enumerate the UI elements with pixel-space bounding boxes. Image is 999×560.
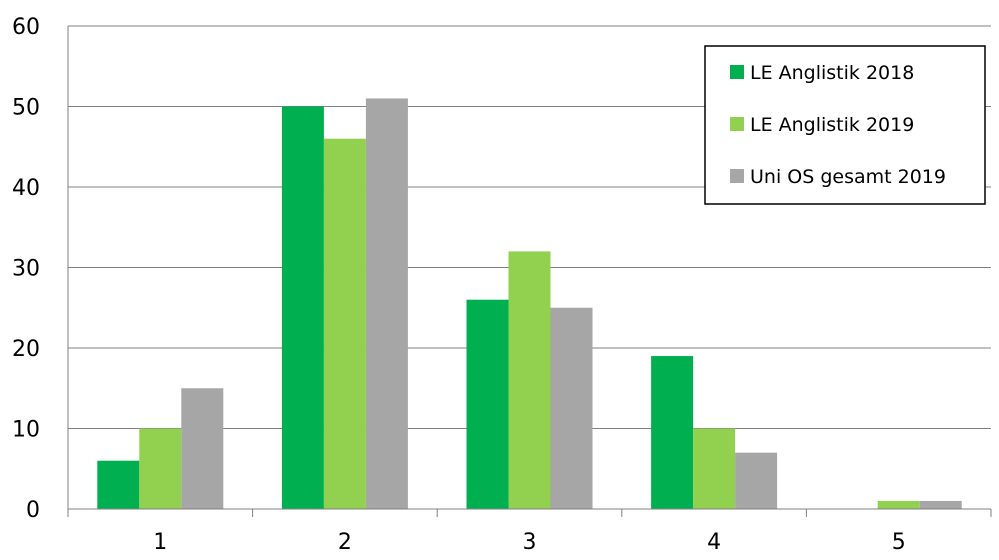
bar [550, 307, 593, 509]
x-tick-label: 1 [153, 530, 167, 555]
bar [919, 500, 962, 509]
y-tick-label: 50 [12, 96, 40, 121]
bar [139, 428, 182, 509]
bar [97, 460, 140, 509]
legend-label: Uni OS gesamt 2019 [750, 166, 946, 188]
y-tick-label: 0 [26, 498, 40, 523]
x-tick-label: 3 [523, 530, 537, 555]
legend-items: LE Anglistik 2018 LE Anglistik 2019 Uni OS… [730, 62, 946, 188]
y-tick-label: 30 [12, 257, 40, 282]
y-tick-label: 40 [12, 176, 40, 201]
legend-swatch [730, 65, 744, 79]
y-tick-label: 60 [12, 15, 40, 40]
legend-label: LE Anglistik 2019 [750, 114, 914, 136]
y-tick-label: 10 [12, 418, 40, 443]
x-tick-label: 2 [338, 530, 352, 555]
bar [693, 428, 736, 509]
legend-box [704, 45, 986, 205]
x-tick-label: 5 [892, 530, 906, 555]
bar [466, 299, 509, 509]
y-axis: 0 10 20 30 40 50 60 [12, 15, 69, 523]
legend-swatch [730, 169, 744, 183]
bar [323, 138, 366, 509]
bar [181, 388, 224, 509]
legend: LE Anglistik 2018 LE Anglistik 2019 Uni OS… [704, 45, 986, 205]
bar [508, 251, 551, 509]
bars [97, 98, 962, 509]
legend-label: LE Anglistik 2018 [750, 62, 914, 84]
y-tick-label: 20 [12, 337, 40, 362]
bar [651, 356, 694, 509]
bar [365, 98, 408, 509]
bar [281, 106, 324, 509]
x-tick-label: 4 [707, 530, 721, 555]
legend-swatch [730, 117, 744, 131]
x-axis: 1 2 3 4 5 [67, 508, 992, 555]
bar [735, 452, 778, 509]
bar [877, 500, 920, 509]
